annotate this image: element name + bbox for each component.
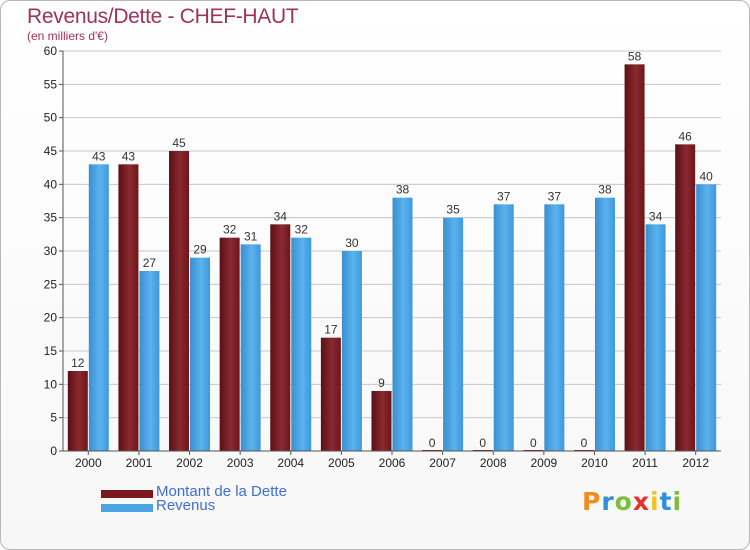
x-tick-label: 2004 — [277, 456, 304, 470]
logo-letter: t — [659, 487, 673, 516]
bar-revenus-2004 — [291, 237, 312, 451]
y-tick-label: 40 — [44, 177, 58, 191]
legend-swatch-dette — [101, 490, 153, 498]
y-tick-label: 0 — [50, 444, 57, 458]
data-label-revenus-2011: 34 — [649, 209, 663, 223]
data-label-dette-2003: 32 — [223, 223, 237, 237]
proxiti-logo: Proxiti — [582, 487, 682, 516]
y-tick-label: 35 — [44, 211, 58, 225]
logo-letter: i — [672, 487, 683, 516]
y-tick-label: 60 — [44, 44, 58, 58]
y-tick-label: 20 — [44, 311, 58, 325]
data-label-revenus-2005: 30 — [345, 236, 359, 250]
data-label-revenus-2012: 40 — [700, 169, 714, 183]
bar-dette-2003 — [219, 237, 240, 451]
data-label-revenus-2006: 38 — [396, 183, 410, 197]
y-tick-label: 45 — [44, 144, 58, 158]
bar-dette-2005 — [320, 337, 341, 451]
x-tick-label: 2012 — [682, 456, 709, 470]
data-label-dette-2010: 0 — [581, 436, 588, 450]
data-label-dette-2009: 0 — [530, 436, 537, 450]
x-tick-label: 2006 — [379, 456, 406, 470]
data-label-dette-2004: 34 — [274, 209, 288, 223]
x-tick-label: 2011 — [632, 456, 658, 470]
chart-subtitle: (en milliers d'€) — [27, 29, 108, 43]
legend-label-dette: Montant de la Dette — [156, 483, 287, 500]
bar-revenus-2010 — [594, 197, 615, 451]
data-label-dette-2006: 9 — [378, 376, 385, 390]
data-label-dette-2011: 58 — [628, 49, 642, 63]
bar-dette-2011 — [624, 64, 645, 452]
bar-revenus-2011 — [645, 224, 666, 451]
logo-letter: P — [582, 487, 602, 516]
data-label-revenus-2009: 37 — [548, 189, 562, 203]
bar-revenus-2006 — [392, 197, 413, 451]
logo-letter: r — [601, 487, 615, 516]
bar-dette-2001 — [118, 164, 139, 452]
legend-label-revenus: Revenus — [156, 497, 216, 514]
data-label-dette-2001: 43 — [122, 149, 136, 163]
y-tick-label: 10 — [44, 377, 58, 391]
x-tick-label: 2003 — [227, 456, 254, 470]
bar-dette-2004 — [270, 224, 291, 451]
data-label-revenus-2007: 35 — [446, 203, 460, 217]
x-tick-label: 2007 — [429, 456, 456, 470]
data-label-revenus-2004: 32 — [295, 223, 309, 237]
data-label-dette-2012: 46 — [679, 129, 693, 143]
x-tick-label: 2005 — [328, 456, 355, 470]
y-tick-label: 15 — [44, 344, 58, 358]
x-tick-label: 2009 — [530, 456, 557, 470]
x-tick-label: 2010 — [581, 456, 608, 470]
bar-revenus-2012 — [696, 184, 717, 452]
data-label-dette-2008: 0 — [479, 436, 486, 450]
bar-revenus-2009 — [544, 204, 565, 451]
data-label-revenus-2002: 29 — [193, 243, 207, 257]
x-tick-label: 2008 — [480, 456, 507, 470]
data-label-revenus-2003: 31 — [244, 229, 258, 243]
bar-revenus-2000 — [88, 164, 109, 452]
bar-dette-2006 — [371, 391, 392, 451]
bar-revenus-2007 — [443, 217, 464, 451]
data-label-revenus-2010: 38 — [598, 183, 612, 197]
y-tick-label: 50 — [44, 111, 58, 125]
bar-revenus-2001 — [139, 271, 160, 451]
bar-dette-2000 — [67, 371, 88, 451]
data-label-dette-2000: 12 — [71, 356, 85, 370]
x-tick-label: 2000 — [75, 456, 102, 470]
data-label-dette-2007: 0 — [429, 436, 436, 450]
bar-revenus-2002 — [190, 257, 211, 451]
bar-revenus-2003 — [240, 244, 261, 451]
x-tick-label: 2002 — [176, 456, 203, 470]
chart-title: Revenus/Dette - CHEF-HAUT — [27, 5, 299, 28]
bar-revenus-2008 — [493, 204, 514, 451]
legend-swatch-revenus — [101, 504, 153, 512]
data-label-dette-2002: 45 — [172, 136, 186, 150]
bar-dette-2002 — [169, 151, 190, 451]
y-tick-label: 5 — [50, 411, 57, 425]
data-label-revenus-2001: 27 — [143, 256, 157, 270]
y-tick-label: 55 — [44, 77, 58, 91]
bar-dette-2012 — [675, 144, 696, 452]
logo-letter: o — [614, 487, 633, 516]
logo-letter: x — [632, 487, 650, 516]
x-tick-label: 2001 — [126, 456, 153, 470]
y-tick-label: 25 — [44, 277, 58, 291]
y-tick-label: 30 — [44, 244, 58, 258]
bar-revenus-2005 — [341, 251, 362, 451]
data-label-revenus-2008: 37 — [497, 189, 511, 203]
logo-letter: i — [650, 487, 660, 516]
data-label-revenus-2000: 43 — [92, 149, 106, 163]
data-label-dette-2005: 17 — [324, 323, 338, 337]
